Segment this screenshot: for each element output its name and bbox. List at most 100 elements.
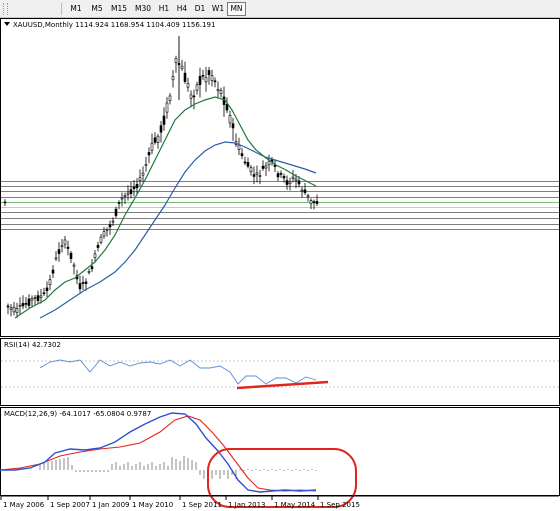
candle-body [33, 297, 37, 299]
candle-body [291, 176, 295, 180]
candle-body [123, 195, 127, 197]
candle-body [144, 164, 148, 166]
candle-body [27, 298, 31, 306]
candle-body [231, 123, 235, 129]
candle-body [72, 264, 76, 267]
candle-body [102, 231, 106, 237]
candle-body [78, 283, 82, 290]
candle-body [156, 135, 160, 143]
candle-body [210, 75, 214, 81]
candle-body [81, 282, 85, 284]
rsi-line [39, 359, 317, 385]
candle-body [189, 94, 193, 99]
timeframe-w1-button[interactable]: W1 [211, 4, 225, 13]
time-axis-label: 1 May 2010 [132, 501, 173, 509]
candle-body [288, 181, 292, 184]
candle-body [111, 220, 115, 223]
candle-body [105, 229, 109, 231]
candle-body [219, 90, 223, 95]
time-axis-label: 1 Sep 2007 [50, 501, 90, 509]
candle-body [57, 249, 61, 254]
candle-body [117, 202, 121, 204]
candle-body [213, 80, 217, 83]
candle-body [138, 177, 142, 181]
candle-body [96, 244, 100, 248]
macd-line [0, 412, 317, 493]
candle-body [180, 65, 184, 69]
candle-body [171, 76, 175, 81]
timeframe-m30-button[interactable]: M30 [134, 4, 151, 13]
candle-body [87, 270, 91, 273]
candle-body [132, 186, 136, 189]
candle-body [297, 180, 301, 185]
candle-body [237, 144, 241, 150]
candle-body [246, 162, 250, 167]
candle-body [54, 257, 58, 260]
horizontal-levels[interactable] [1, 181, 559, 230]
time-axis: 1 May 2006 1 Sep 2007 1 Jan 2009 1 May 2010… [0, 496, 360, 509]
candle-body [30, 298, 34, 301]
timeframe-m15-button[interactable]: M15 [110, 4, 127, 13]
timeframe-h4-button[interactable]: H4 [176, 4, 188, 13]
candle-body [36, 295, 40, 302]
timeframe-h1-button[interactable]: H1 [158, 4, 170, 13]
candle-body [6, 305, 10, 308]
macd-header: MACD(12,26,9) -64.1017 -65.0804 0.9787 [4, 410, 151, 418]
candle-body [48, 279, 52, 285]
time-axis-label: 1 May 2014 [274, 501, 316, 509]
candle-body [126, 192, 130, 195]
moving-average-fast [14, 96, 317, 319]
time-axis-label: 1 May 2006 [3, 501, 45, 509]
candle-body [183, 72, 187, 82]
candle-body [222, 96, 226, 105]
candle-body [60, 245, 64, 248]
candle-body [225, 103, 229, 111]
candle-body [279, 173, 283, 175]
candle-body [90, 266, 94, 270]
candle-body [93, 253, 97, 258]
timeframe-d1-button[interactable]: D1 [194, 4, 206, 13]
candle-body [261, 165, 265, 169]
candle-body [264, 165, 268, 169]
candle-body [294, 178, 298, 181]
candle-body [204, 77, 208, 83]
candle-body [198, 76, 202, 85]
candle-body [165, 102, 169, 113]
candle-body [195, 84, 199, 91]
moving-average-slow [39, 141, 317, 319]
candle-body [63, 239, 67, 245]
candle-body [42, 292, 46, 295]
candle-body [315, 201, 319, 204]
chart-area[interactable]: XAUUSD,Monthly 1114.924 1168.954 1104.40… [0, 18, 560, 511]
candle-body [3, 201, 7, 204]
candle-body [21, 303, 25, 307]
candle-body [309, 200, 313, 205]
macd-highlight-annotation[interactable] [207, 448, 357, 508]
timeframe-mn-button[interactable]: MN [227, 2, 246, 16]
timeframe-toolbar: M1 M5 M15 M30 H1 H4 D1 W1 MN [0, 0, 560, 18]
candle-body [306, 195, 310, 198]
collapse-triangle-icon[interactable] [4, 22, 10, 26]
candle-body [69, 252, 73, 259]
candle-body [39, 295, 43, 298]
toolbar-grip[interactable] [3, 3, 8, 15]
candlestick-series [3, 36, 319, 318]
time-axis-label: 1 Sep 2011 [182, 501, 222, 509]
candle-body [18, 304, 22, 307]
candle-body [216, 89, 220, 91]
timeframe-m1-button[interactable]: M1 [70, 4, 82, 13]
candle-body [114, 208, 118, 216]
candle-body [303, 189, 307, 193]
candle-body [276, 173, 280, 178]
candle-body [66, 246, 70, 249]
candle-body [120, 197, 124, 200]
timeframe-m5-button[interactable]: M5 [91, 4, 103, 13]
candle-body [108, 224, 112, 228]
candle-body [228, 115, 232, 124]
macd-signal-line [0, 415, 317, 492]
candle-body [312, 201, 316, 203]
candle-body [45, 287, 49, 292]
candle-body [192, 95, 196, 98]
toolbar-separator [61, 3, 62, 15]
rsi-trendline-annotation[interactable] [236, 380, 329, 390]
